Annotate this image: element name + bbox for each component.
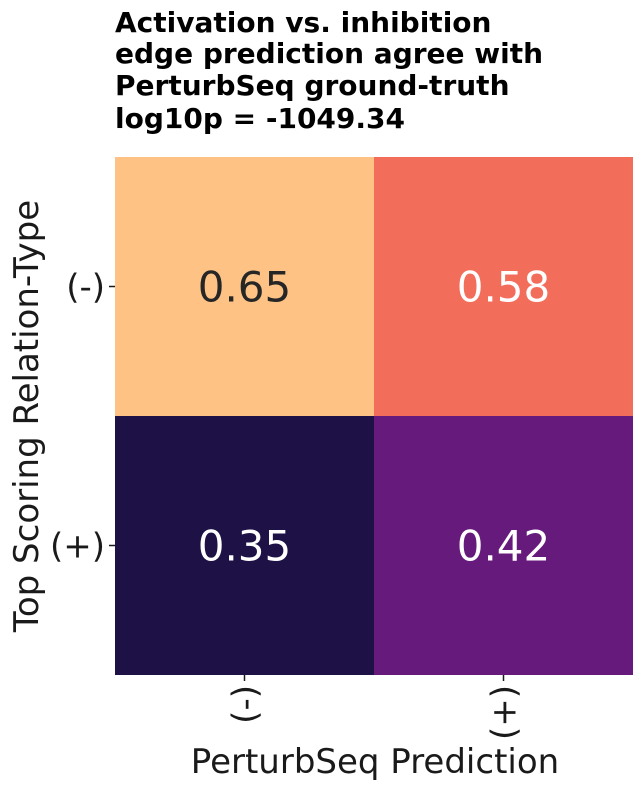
cell-value-label: 0.42 bbox=[457, 522, 551, 571]
y-tick-label: (+) bbox=[50, 527, 105, 567]
heatmap-cell bbox=[115, 157, 374, 416]
heatmap-cells bbox=[115, 157, 633, 675]
heatmap-cell bbox=[374, 416, 633, 675]
y-axis-label: Top Scoring Relation-Type bbox=[7, 200, 47, 633]
x-tick-label: (+) bbox=[485, 685, 525, 740]
y-tick-label: (-) bbox=[66, 268, 105, 308]
heatmap-cell bbox=[374, 157, 633, 416]
cell-value-label: 0.65 bbox=[198, 263, 292, 312]
heatmap-value-labels: 0.65 0.58 0.35 0.42 bbox=[198, 263, 551, 571]
x-tick-label: (-) bbox=[226, 685, 266, 724]
chart-title: Activation vs. inhibition edge predictio… bbox=[115, 6, 543, 135]
cell-value-label: 0.35 bbox=[198, 522, 292, 571]
title-line-3: PerturbSeq ground-truth bbox=[115, 69, 510, 102]
title-line-2: edge prediction agree with bbox=[115, 37, 543, 70]
heatmap-cell bbox=[115, 416, 374, 675]
x-axis-label: PerturbSeq Prediction bbox=[191, 742, 559, 782]
cell-value-label: 0.58 bbox=[457, 263, 551, 312]
title-line-1: Activation vs. inhibition bbox=[115, 6, 491, 39]
title-line-4: log10p = -1049.34 bbox=[115, 102, 405, 135]
axis-ticks: (-) (+) (-) (+) bbox=[50, 268, 525, 741]
